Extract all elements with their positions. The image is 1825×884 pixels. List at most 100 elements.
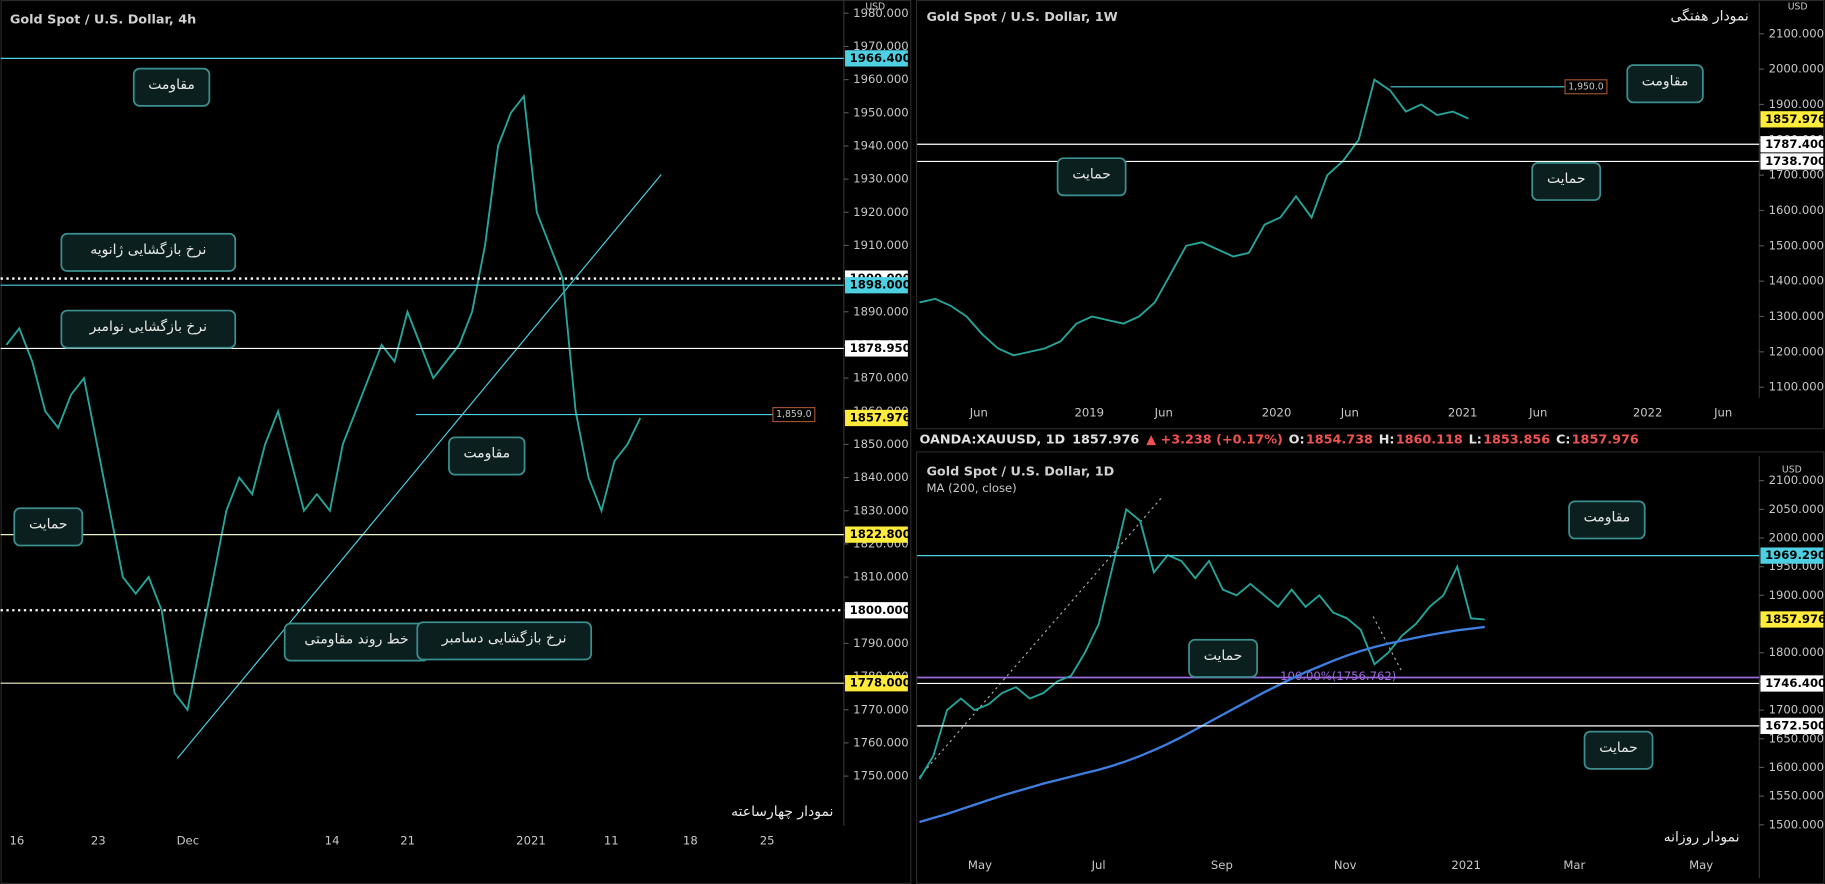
callout-box	[13, 507, 84, 547]
ohlc-value: 1857.976	[1572, 432, 1639, 447]
y-tick-label: 1810.000	[853, 570, 908, 584]
x-tick-label: May	[1689, 858, 1713, 872]
x-tick-label: 2021	[516, 833, 546, 847]
level-label: 1787.400	[1765, 137, 1825, 151]
y-tick-label: 1600.000	[1769, 760, 1824, 774]
legend-entry: MA (200, close)	[926, 481, 1016, 495]
level-label-box	[1760, 717, 1824, 735]
y-tick-label: 1890.000	[853, 304, 908, 318]
level-label: 1857.976	[1765, 112, 1825, 126]
y-tick-label: 1550.000	[1769, 789, 1824, 803]
callout-text: حمایت	[1547, 171, 1585, 187]
level-label: 1898.000	[850, 278, 911, 292]
callout-text: حمایت	[1072, 166, 1111, 182]
callout-box	[60, 309, 237, 349]
level-label-box	[1760, 136, 1824, 153]
level-label-box	[845, 277, 908, 294]
trend-line	[176, 174, 662, 759]
y-tick-label: 1900.000	[1769, 97, 1824, 111]
corner-label: نمودار روزانه	[1664, 829, 1740, 845]
y-tick-label: 1800.000	[1769, 645, 1824, 659]
callout-text: نرخ بازگشایی نوامبر	[89, 318, 207, 335]
chart-title: Gold Spot / U.S. Dollar, 4h	[10, 12, 196, 27]
y-tick-label: 1940.000	[853, 138, 908, 152]
callout-box	[1568, 500, 1646, 540]
callout-text: نرخ بازگشایی دسامبر	[441, 630, 567, 647]
corner-label: نمودار چهارساعته	[731, 804, 833, 820]
level-label: 1800.000	[850, 603, 911, 617]
x-tick-label: 25	[760, 833, 775, 847]
chart-title: Gold Spot / U.S. Dollar, 1W	[926, 10, 1117, 25]
ticker-bar: OANDA:XAUUSD, 1D 1857.976 ▲ +3.238 (+0.17%…	[919, 432, 1638, 447]
y-tick-label: 1700.000	[1769, 703, 1824, 717]
y-tick-label: 1830.000	[853, 503, 908, 517]
level-label-box	[1760, 675, 1824, 692]
fib-label: 100.00%(1756.762)	[1280, 669, 1396, 683]
y-tick-label: 1980.000	[853, 6, 908, 20]
ohlc-value: 1853.856	[1483, 432, 1550, 447]
callout-box	[416, 621, 593, 661]
callout-text: مقاومت	[1584, 510, 1631, 526]
callout-text: مقاومت	[1642, 73, 1689, 89]
pane-border	[0, 0, 912, 884]
y-tick-label: 1920.000	[853, 205, 908, 219]
change: ▲ +3.238 (+0.17%)	[1146, 432, 1283, 447]
price-line	[5, 93, 642, 712]
x-tick-label: 11	[604, 833, 619, 847]
callout-text: مقاومت	[463, 446, 510, 462]
y-tick-label: 1960.000	[853, 72, 908, 86]
ohlc-label: H:	[1379, 432, 1395, 447]
x-tick-label: 21	[400, 833, 415, 847]
x-tick-label: May	[968, 858, 992, 872]
x-tick-label: Jun	[1528, 405, 1547, 419]
y-tick-label: 1930.000	[853, 172, 908, 186]
x-tick-label: 2022	[1633, 405, 1663, 419]
x-tick-label: Jun	[969, 405, 988, 419]
axis-unit: USD	[865, 1, 885, 12]
y-tick-label: 2100.000	[1769, 26, 1824, 40]
level-label-box	[845, 409, 908, 427]
level-label-box	[1760, 153, 1824, 170]
y-tick-label: 1850.000	[853, 437, 908, 451]
level-label-box	[845, 526, 908, 543]
y-tick-label: 2100.000	[1769, 473, 1824, 487]
level-label: 1672.500	[1765, 718, 1825, 732]
x-tick-label: Jun	[1713, 405, 1732, 419]
callout-box	[1188, 638, 1258, 678]
ohlc-label: L:	[1469, 432, 1482, 447]
callout-text: خط روند مقاومتی	[304, 632, 408, 648]
ray-label-box	[1564, 79, 1608, 95]
y-tick-label: 1500.000	[1769, 817, 1824, 831]
y-tick-label: 1300.000	[1769, 309, 1824, 323]
pane-border	[915, 0, 1825, 430]
price: 1857.976	[1072, 432, 1139, 447]
ohlc-label: O:	[1289, 432, 1305, 447]
x-tick-label: 2019	[1075, 405, 1105, 419]
axis-unit: USD	[1788, 1, 1808, 12]
level-label-box	[1760, 611, 1824, 628]
price-line	[918, 507, 1485, 780]
x-tick-label: Dec	[177, 833, 199, 847]
y-tick-label: 1100.000	[1769, 380, 1824, 394]
level-label-box	[845, 340, 908, 357]
x-tick-label: 18	[683, 833, 698, 847]
y-tick-label: 1950.000	[853, 105, 908, 119]
level-label: 1857.976	[1765, 612, 1825, 626]
callout-box	[448, 436, 526, 476]
callout-box	[1583, 730, 1654, 770]
pane-border	[915, 451, 1825, 884]
y-tick-label: 1760.000	[853, 735, 908, 749]
level-label-box	[845, 602, 908, 619]
y-tick-label: 1900.000	[1769, 588, 1824, 602]
x-tick-label: Sep	[1211, 858, 1233, 872]
level-label: 1778.000	[850, 676, 911, 690]
callout-box	[1531, 161, 1602, 201]
y-tick-label: 2000.000	[1769, 530, 1824, 544]
ray-label-box	[772, 407, 816, 423]
x-tick-label: 2020	[1262, 405, 1292, 419]
callout-text: حمایت	[1599, 740, 1637, 756]
callout-box	[1056, 157, 1127, 197]
x-tick-label: 16	[9, 833, 24, 847]
y-tick-label: 1600.000	[1769, 203, 1824, 217]
